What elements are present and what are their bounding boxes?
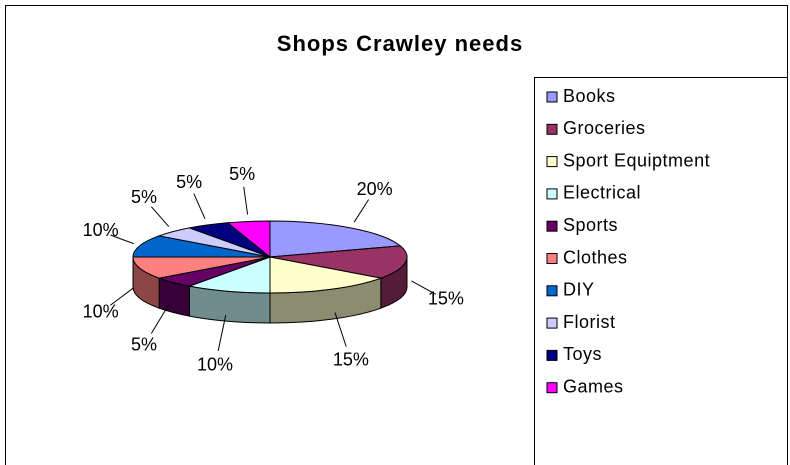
data-label: 10% <box>197 354 233 374</box>
legend-label: Sport Equiptment <box>563 150 710 170</box>
legend-swatch <box>546 123 558 135</box>
legend-swatch <box>546 285 558 297</box>
slice <box>187 256 271 294</box>
legend-box <box>534 77 788 465</box>
leader-line <box>110 234 135 245</box>
legend-label: Florist <box>563 312 616 332</box>
chart-title: Shops Crawley needs <box>277 31 523 56</box>
legend-label: Clothes <box>563 247 628 267</box>
leader-line <box>150 304 170 334</box>
leader-line <box>243 186 249 215</box>
slice <box>269 245 408 279</box>
leader-line <box>193 193 206 219</box>
legend-label: Sports <box>563 215 618 235</box>
data-label: 5% <box>131 334 157 354</box>
legend-swatch <box>546 220 558 232</box>
legend-swatch <box>546 317 558 329</box>
slice <box>132 235 271 258</box>
data-label: 5% <box>229 164 255 184</box>
legend-swatch <box>546 382 558 394</box>
legend-label: DIY <box>563 280 595 300</box>
legend-swatch <box>546 156 558 168</box>
legend-swatch <box>546 188 558 200</box>
data-label: 15% <box>428 289 464 309</box>
pie-labels: 20% 15% 15% 10% 5% 10% 10% 5% 5% 5% <box>83 164 464 375</box>
legend-label: Electrical <box>563 183 641 203</box>
leader-line <box>411 280 436 295</box>
legend-label: Toys <box>563 344 602 364</box>
legend-label: Games <box>563 376 624 396</box>
leader-line <box>217 315 227 351</box>
legend-label: Groceries <box>563 118 646 138</box>
data-label: 10% <box>83 301 119 321</box>
data-label: 10% <box>83 220 119 240</box>
legend: Books Groceries Sport Equiptment Electrical… <box>546 86 710 396</box>
legend-label: Books <box>563 86 616 106</box>
pie-sides <box>132 256 408 324</box>
leader-line <box>353 199 370 223</box>
leader-line <box>334 312 347 347</box>
legend-swatch <box>546 349 558 361</box>
slice <box>226 220 271 259</box>
slice <box>269 220 402 258</box>
data-label: 15% <box>333 350 369 370</box>
leader-line <box>150 206 170 227</box>
slice <box>269 256 383 294</box>
leader-line <box>110 287 135 306</box>
legend-swatch <box>546 91 558 103</box>
data-label: 5% <box>131 187 157 207</box>
pie-tops <box>132 220 408 294</box>
legend-swatch <box>546 253 558 264</box>
data-label: 5% <box>176 172 202 192</box>
data-label: 20% <box>357 179 393 199</box>
